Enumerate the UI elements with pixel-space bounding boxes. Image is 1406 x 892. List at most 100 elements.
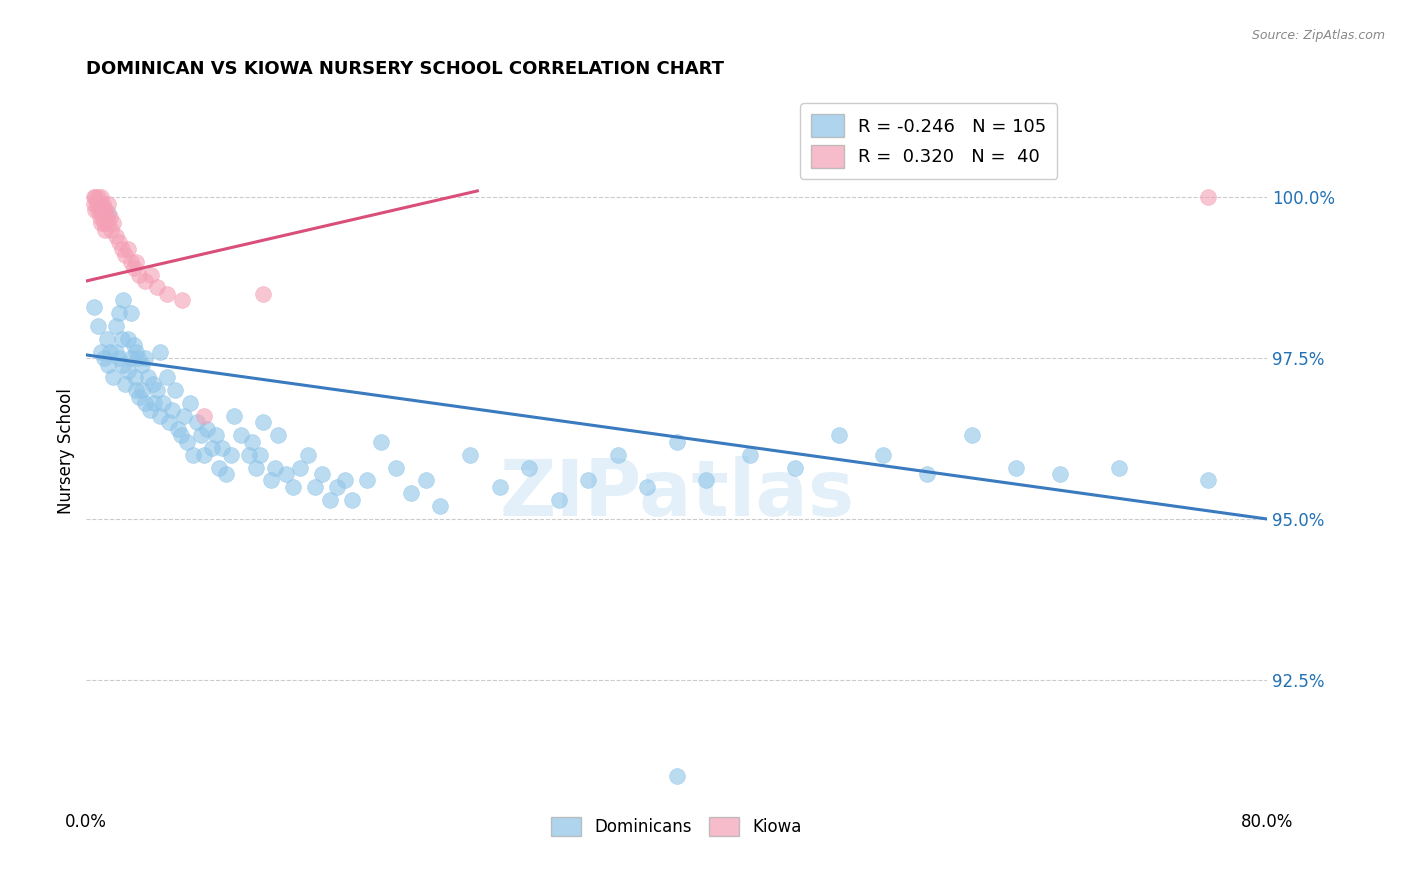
Point bbox=[125, 384, 148, 398]
Point bbox=[89, 210, 111, 224]
Point bbox=[304, 480, 326, 494]
Point bbox=[290, 460, 312, 475]
Point bbox=[89, 196, 111, 211]
Point bbox=[94, 203, 117, 218]
Point bbox=[107, 235, 129, 250]
Point bbox=[87, 318, 110, 333]
Point bbox=[211, 441, 233, 455]
Point bbox=[488, 480, 510, 494]
Point bbox=[134, 396, 156, 410]
Point bbox=[170, 428, 193, 442]
Point bbox=[356, 474, 378, 488]
Point bbox=[245, 460, 267, 475]
Point bbox=[429, 499, 451, 513]
Point bbox=[1005, 460, 1028, 475]
Point bbox=[125, 344, 148, 359]
Point bbox=[231, 428, 253, 442]
Point bbox=[264, 460, 287, 475]
Point bbox=[917, 467, 939, 481]
Point bbox=[319, 492, 342, 507]
Point bbox=[100, 222, 122, 236]
Point bbox=[636, 480, 658, 494]
Point bbox=[240, 434, 263, 449]
Point bbox=[326, 480, 349, 494]
Point bbox=[98, 210, 121, 224]
Point bbox=[101, 216, 124, 230]
Point bbox=[1108, 460, 1130, 475]
Point bbox=[1197, 190, 1219, 204]
Point bbox=[111, 242, 134, 256]
Point bbox=[96, 210, 118, 224]
Point bbox=[114, 376, 136, 391]
Point bbox=[139, 402, 162, 417]
Point bbox=[128, 390, 150, 404]
Point bbox=[547, 492, 569, 507]
Text: Source: ZipAtlas.com: Source: ZipAtlas.com bbox=[1251, 29, 1385, 42]
Text: DOMINICAN VS KIOWA NURSERY SCHOOL CORRELATION CHART: DOMINICAN VS KIOWA NURSERY SCHOOL CORREL… bbox=[86, 60, 724, 78]
Point bbox=[117, 332, 139, 346]
Point bbox=[117, 364, 139, 378]
Point bbox=[104, 318, 127, 333]
Point bbox=[107, 306, 129, 320]
Point bbox=[665, 434, 688, 449]
Point bbox=[252, 286, 274, 301]
Point bbox=[90, 190, 112, 204]
Point bbox=[222, 409, 245, 423]
Point bbox=[606, 448, 628, 462]
Point bbox=[238, 448, 260, 462]
Point bbox=[107, 351, 129, 366]
Point bbox=[111, 332, 134, 346]
Point bbox=[146, 384, 169, 398]
Point bbox=[172, 293, 194, 308]
Point bbox=[340, 492, 363, 507]
Point bbox=[186, 416, 208, 430]
Point bbox=[281, 480, 304, 494]
Point bbox=[90, 200, 112, 214]
Point bbox=[576, 474, 599, 488]
Point bbox=[84, 190, 107, 204]
Point bbox=[124, 370, 146, 384]
Point bbox=[1197, 474, 1219, 488]
Point bbox=[120, 351, 142, 366]
Point bbox=[260, 474, 283, 488]
Point bbox=[93, 203, 115, 218]
Point bbox=[201, 441, 224, 455]
Point bbox=[112, 293, 135, 308]
Point bbox=[160, 402, 183, 417]
Point bbox=[249, 448, 271, 462]
Point bbox=[173, 409, 195, 423]
Point bbox=[90, 216, 112, 230]
Point bbox=[215, 467, 238, 481]
Point bbox=[176, 434, 198, 449]
Point bbox=[219, 448, 242, 462]
Point bbox=[156, 370, 179, 384]
Point bbox=[83, 190, 105, 204]
Point bbox=[695, 474, 717, 488]
Point bbox=[740, 448, 762, 462]
Point bbox=[385, 460, 408, 475]
Point bbox=[91, 196, 114, 211]
Point bbox=[120, 306, 142, 320]
Point bbox=[195, 422, 218, 436]
Point bbox=[101, 370, 124, 384]
Point bbox=[136, 370, 159, 384]
Point bbox=[125, 254, 148, 268]
Point bbox=[114, 248, 136, 262]
Point bbox=[142, 376, 165, 391]
Point bbox=[163, 384, 186, 398]
Point bbox=[783, 460, 806, 475]
Point bbox=[872, 448, 894, 462]
Point bbox=[131, 384, 153, 398]
Point bbox=[104, 344, 127, 359]
Point bbox=[399, 486, 422, 500]
Point bbox=[166, 422, 188, 436]
Point bbox=[90, 203, 112, 218]
Point bbox=[122, 261, 145, 276]
Point bbox=[87, 190, 110, 204]
Point bbox=[143, 396, 166, 410]
Point bbox=[960, 428, 983, 442]
Point bbox=[128, 268, 150, 282]
Point bbox=[122, 338, 145, 352]
Point bbox=[149, 344, 172, 359]
Point bbox=[97, 358, 120, 372]
